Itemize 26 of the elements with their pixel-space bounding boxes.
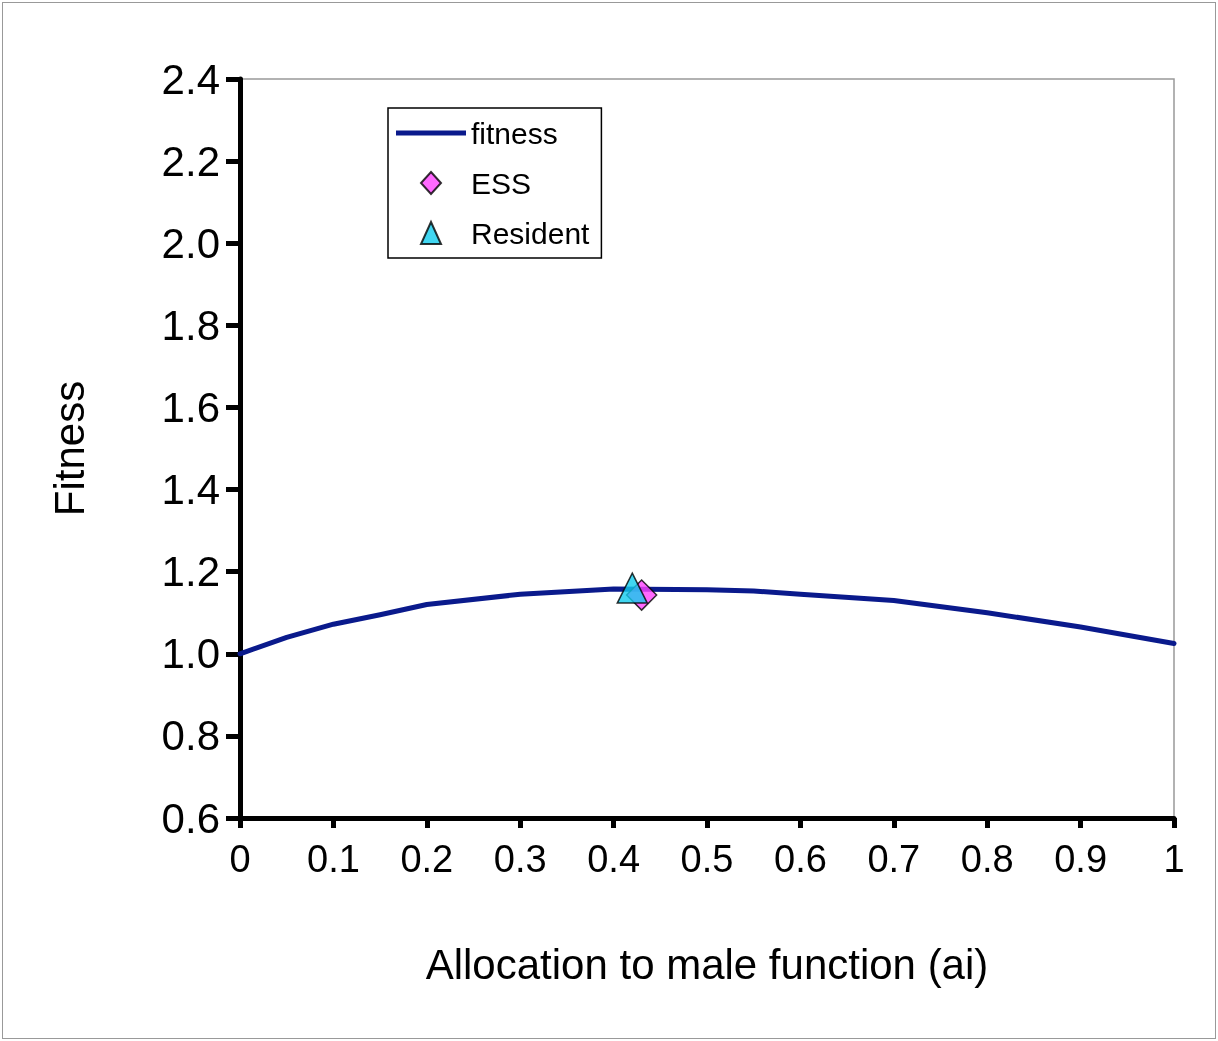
x-tick-label: 0.3 xyxy=(493,838,547,880)
y-tick-label: 1.0 xyxy=(161,630,220,678)
y-tick-label: 2.0 xyxy=(161,219,220,267)
x-tick-label: 0.4 xyxy=(587,838,641,880)
y-tick-label: 1.2 xyxy=(161,548,220,596)
y-tick-label: 0.6 xyxy=(161,794,220,842)
y-tick-label: 1.4 xyxy=(161,466,220,514)
x-tick-label: 0 xyxy=(229,838,251,880)
x-tick-label: 0.6 xyxy=(773,838,827,880)
x-axis-title: Allocation to male function (ai) xyxy=(425,940,989,988)
x-tick-label: 0.7 xyxy=(867,838,921,880)
x-tick-label: 1 xyxy=(1163,838,1185,880)
x-tick-label: 0.2 xyxy=(400,838,454,880)
x-tick-label: 0.5 xyxy=(680,838,734,880)
y-axis-title: Fitness xyxy=(45,380,93,517)
y-tick-label: 2.2 xyxy=(161,137,220,185)
legend-label: Resident xyxy=(471,216,591,250)
legend-label: ESS xyxy=(471,166,532,200)
legend-label: fitness xyxy=(471,116,558,150)
x-tick-label: 0.9 xyxy=(1054,838,1108,880)
x-tick-label: 0.8 xyxy=(960,838,1014,880)
y-tick-label: 0.8 xyxy=(161,712,220,760)
x-tick-label: 0.1 xyxy=(306,838,360,880)
y-tick-label: 2.4 xyxy=(161,55,220,103)
y-tick-label: 1.8 xyxy=(161,301,220,349)
y-tick-label: 1.6 xyxy=(161,383,220,431)
